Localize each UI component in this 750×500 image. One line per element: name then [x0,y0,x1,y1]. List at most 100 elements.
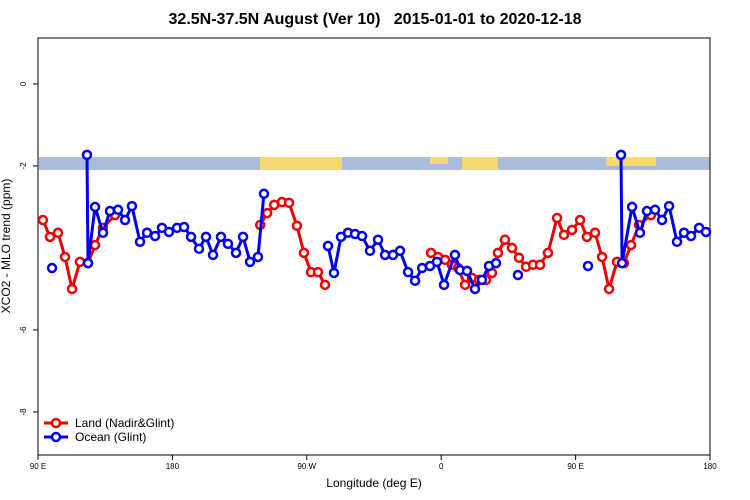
data-point [469,283,481,295]
data-point [566,224,578,236]
data-point [237,231,249,243]
data-point [409,275,421,286]
data-point [89,239,101,251]
data-point [252,251,264,263]
data-point [112,204,124,216]
data-point [261,207,273,219]
data-point [59,251,71,263]
data-point [372,234,384,245]
data-point [119,214,131,226]
data-point [185,231,197,243]
x-tick-label: 90 E [30,462,46,471]
data-point [663,200,675,212]
data-point [459,279,471,291]
data-point [207,249,219,261]
y-tick-label: -6 [19,326,28,334]
data-point [364,245,376,257]
data-point [222,238,234,250]
y-axis-label: XCO2 - MLO trend (ppm) [0,179,13,314]
data-point [603,283,615,295]
x-tick-label: 0 [439,462,444,471]
x-tick-label: 180 [703,462,717,471]
data-point [134,236,146,248]
data-point [163,226,175,238]
data-point [685,230,697,242]
land-mask-strip [39,157,710,170]
data-point [258,188,270,200]
data-point [513,252,525,264]
legend: Land (Nadir&Glint) Ocean (Glint) [44,416,174,444]
data-point [492,247,504,259]
data-point [215,231,227,243]
x-tick-label: 90 E [567,462,583,471]
data-point [656,214,668,226]
data-point [499,234,511,245]
data-point [298,247,310,259]
data-point [322,240,334,252]
data-point [626,201,638,213]
data-point [582,260,594,272]
data-point [46,262,58,274]
data-point [551,212,563,224]
data-point [581,231,593,243]
data-point [449,249,461,261]
data-point [542,247,554,259]
data-point [512,269,524,281]
data-point [534,259,546,270]
series-line [85,154,707,292]
plot-frame [37,37,711,456]
data-point [356,230,368,242]
data-point [89,201,101,213]
data-point [402,266,414,278]
data-point [438,279,450,291]
data-point [141,227,153,239]
chart-title: 32.5N-37.5N August (Ver 10) 2015-01-01 t… [169,11,582,28]
legend-label: Ocean (Glint) [75,430,146,444]
data-point [104,205,116,217]
data-point [283,197,295,209]
data-point [81,149,93,161]
data-point [126,200,138,212]
y-tick-label: 0 [19,81,28,86]
x-tick-label: 90 W [297,462,316,471]
data-point [319,279,331,291]
data-point [74,256,86,268]
data-point [44,231,56,243]
data-point [431,256,443,268]
data-point [52,227,64,239]
data-point [200,231,212,243]
data-point [558,229,570,241]
x-tick-label: 180 [166,462,180,471]
data-point [506,242,518,254]
data-point [149,230,161,242]
y-tick-label: -8 [19,408,28,416]
data-point [649,204,661,216]
data-point [641,205,653,217]
data-point [615,149,627,161]
data-point [574,214,586,226]
data-point [461,265,473,277]
y-tick-label: -2 [19,162,28,170]
data-point [634,227,646,239]
data-point [394,245,406,257]
data-point [616,257,628,269]
data-point [671,236,683,248]
data-point [37,214,49,226]
x-axis-label: Longitude (deg E) [326,476,421,490]
data-point [596,251,608,263]
data-point [328,267,340,279]
data-point [312,266,324,278]
data-point [193,243,205,255]
data-point [476,274,488,286]
data-point [700,226,712,238]
legend-label: Land (Nadir&Glint) [75,416,174,430]
data-point [230,247,242,259]
data-point [625,239,637,251]
data-point [291,220,303,232]
data-point [178,221,190,233]
data-point [66,283,78,295]
data-point [97,227,109,239]
data-point [589,227,601,239]
data-point [244,256,256,268]
